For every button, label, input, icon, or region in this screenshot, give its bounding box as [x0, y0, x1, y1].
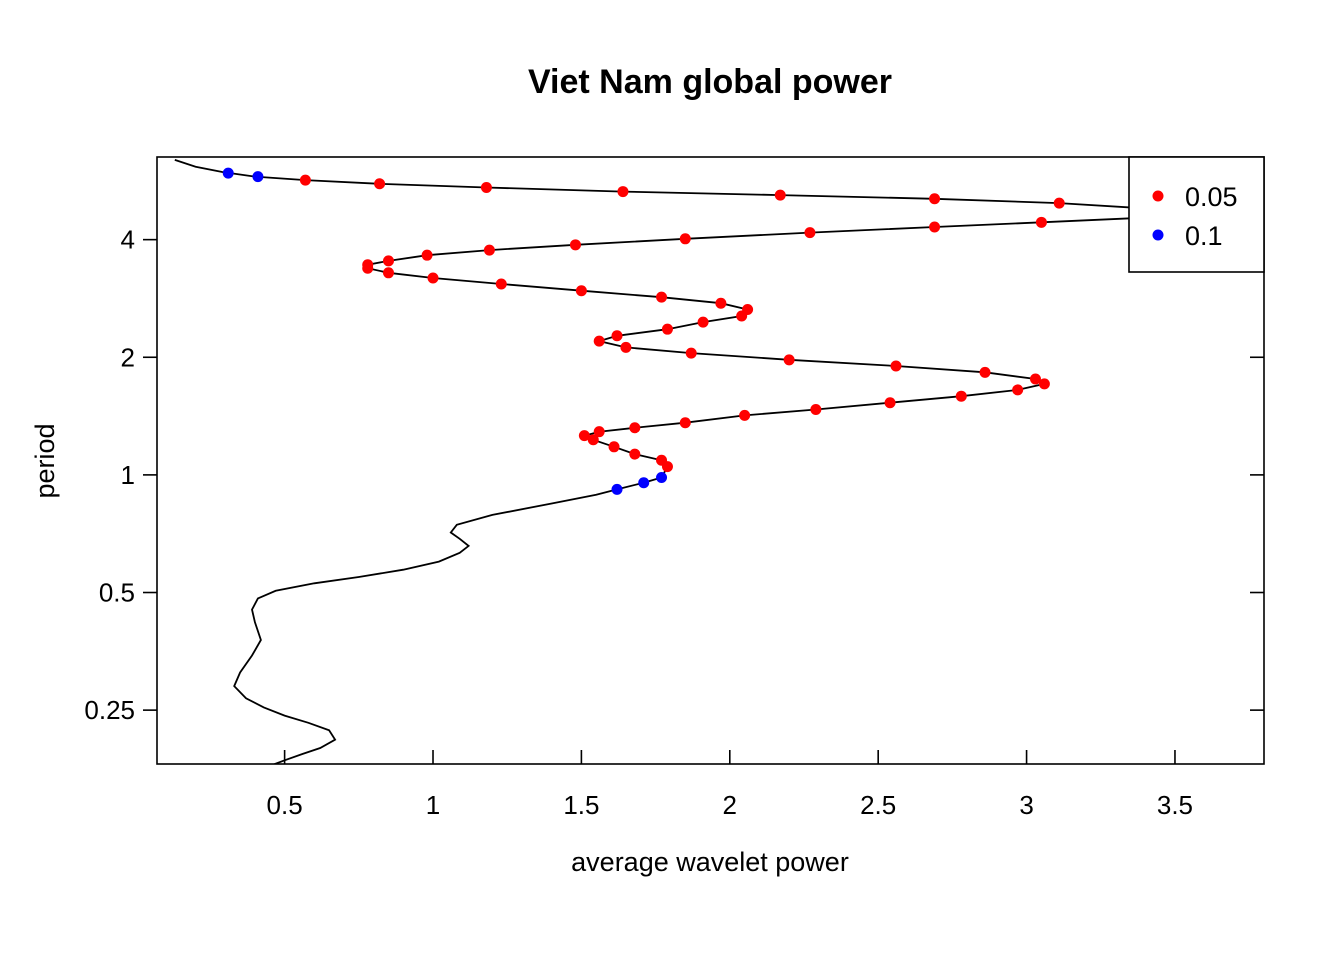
plot-area — [174, 159, 1199, 764]
point-0.05 — [611, 330, 623, 342]
point-0.05 — [593, 426, 605, 438]
point-0.05 — [608, 441, 620, 453]
point-0.05 — [685, 347, 697, 359]
point-0.05 — [679, 417, 691, 429]
x-axis: 0.5 1 1.5 2 2.5 3 3.5 — [267, 750, 1193, 820]
legend-marker-0.05 — [1152, 190, 1164, 202]
point-0.1 — [611, 483, 623, 495]
point-0.05 — [374, 178, 386, 190]
point-0.05 — [362, 262, 374, 274]
global-power-line — [174, 159, 1199, 764]
point-0.05 — [739, 409, 751, 421]
point-0.05 — [427, 272, 439, 284]
legend-label-0.1: 0.1 — [1185, 221, 1223, 251]
point-0.05 — [736, 310, 748, 322]
point-0.05 — [421, 249, 433, 261]
legend-label-0.05: 0.05 — [1185, 182, 1238, 212]
point-0.05 — [587, 434, 599, 446]
point-0.05 — [575, 285, 587, 297]
point-0.05 — [299, 174, 311, 186]
significance-points — [222, 167, 1065, 495]
y-tick-label: 2 — [121, 342, 135, 372]
point-0.05 — [715, 297, 727, 309]
y-tick-label: 4 — [121, 225, 135, 255]
point-0.05 — [679, 233, 691, 245]
x-axis-label: average wavelet power — [571, 847, 849, 877]
point-0.05 — [569, 239, 581, 251]
point-0.05 — [1029, 373, 1041, 385]
y-axis-label: period — [30, 423, 60, 498]
point-0.05 — [578, 430, 590, 442]
point-0.05 — [783, 354, 795, 366]
point-0.1 — [252, 171, 264, 183]
point-0.05 — [629, 422, 641, 434]
chart-title: Viet Nam global power — [528, 63, 892, 101]
y-tick-label: 1 — [121, 460, 135, 490]
point-0.05 — [774, 189, 786, 201]
x-tick-label: 2 — [723, 790, 737, 820]
y-tick-label: 0.25 — [84, 695, 135, 725]
point-0.05 — [1038, 378, 1050, 390]
x-tick-label: 1.5 — [563, 790, 599, 820]
point-0.05 — [382, 267, 394, 279]
point-0.05 — [382, 255, 394, 267]
point-0.05 — [804, 227, 816, 239]
point-0.05 — [697, 316, 709, 328]
y-tick-label: 0.5 — [99, 578, 135, 608]
point-0.1 — [638, 477, 650, 489]
legend-marker-0.1 — [1152, 229, 1164, 241]
point-0.05 — [929, 221, 941, 233]
point-0.05 — [1012, 384, 1024, 396]
point-0.05 — [495, 278, 507, 290]
point-0.05 — [480, 181, 492, 193]
x-tick-label: 2.5 — [860, 790, 896, 820]
y-axis: 0.25 0.5 1 2 4 — [84, 225, 1264, 725]
point-0.05 — [1053, 197, 1065, 209]
x-tick-label: 3.5 — [1157, 790, 1193, 820]
point-0.05 — [593, 335, 605, 347]
point-0.05 — [890, 360, 902, 372]
point-0.05 — [656, 291, 668, 303]
point-0.05 — [955, 390, 967, 402]
legend: 0.05 0.1 — [1128, 156, 1265, 273]
x-tick-label: 0.5 — [267, 790, 303, 820]
point-0.05 — [661, 461, 673, 473]
point-0.1 — [222, 167, 234, 179]
plot-frame — [156, 156, 1265, 765]
point-0.05 — [810, 404, 822, 416]
point-0.05 — [929, 193, 941, 205]
point-0.05 — [1035, 216, 1047, 228]
point-0.05 — [617, 186, 629, 198]
point-0.1 — [656, 471, 668, 483]
legend-box — [1128, 156, 1265, 273]
point-0.05 — [629, 448, 641, 460]
point-0.05 — [620, 341, 632, 353]
x-tick-label: 1 — [426, 790, 440, 820]
point-0.05 — [884, 397, 896, 409]
x-tick-label: 3 — [1019, 790, 1033, 820]
point-0.05 — [979, 366, 991, 378]
point-0.05 — [483, 244, 495, 256]
point-0.05 — [661, 323, 673, 335]
